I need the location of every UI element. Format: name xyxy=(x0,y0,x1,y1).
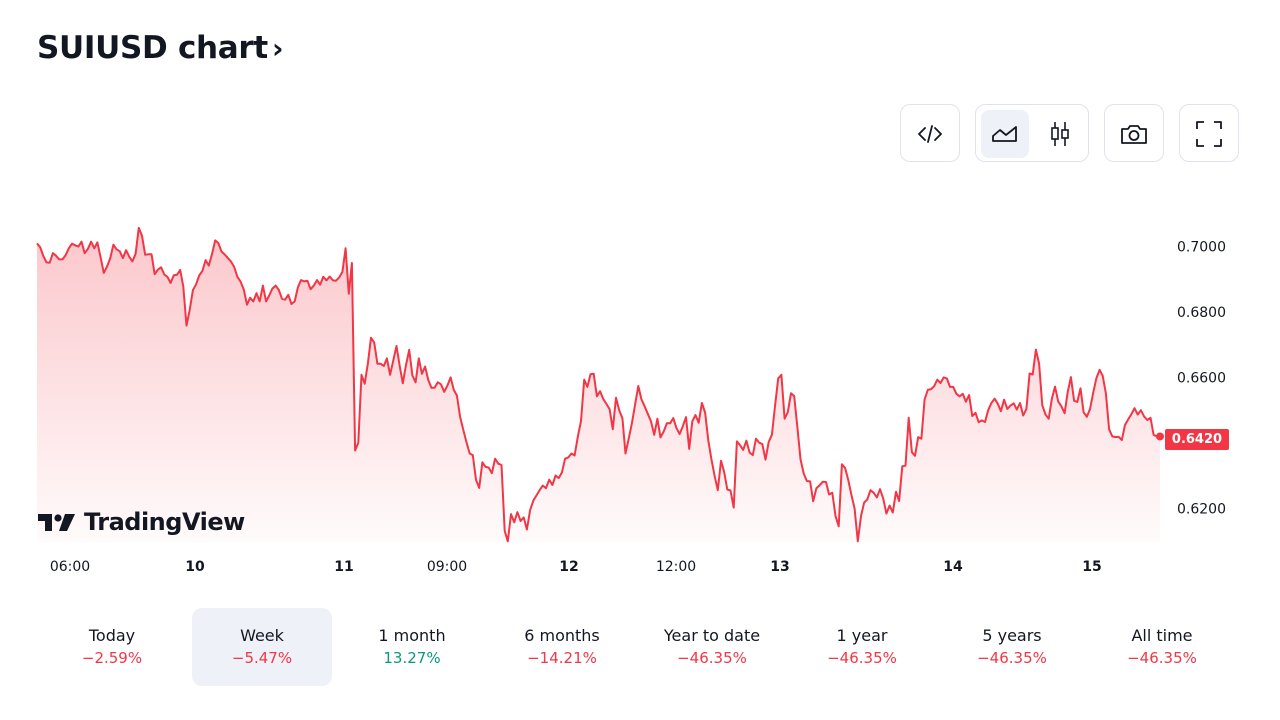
period-change: −5.47% xyxy=(231,649,293,667)
screenshot-button[interactable] xyxy=(1104,104,1164,162)
x-tick-label: 06:00 xyxy=(50,559,90,575)
embed-code-icon xyxy=(906,110,954,158)
x-tick-label: 10 xyxy=(185,559,205,575)
chevron-right-icon: › xyxy=(271,31,284,65)
line-chart-button[interactable] xyxy=(981,110,1029,158)
y-tick-label: 0.7000 xyxy=(1177,239,1226,255)
line-chart-icon xyxy=(992,126,1017,142)
x-tick-label: 14 xyxy=(943,559,963,575)
period-tab-week[interactable]: Week −5.47% xyxy=(192,608,332,686)
period-label: Year to date xyxy=(663,626,761,645)
watermark-text: TradingView xyxy=(84,508,245,536)
x-tick-label: 15 xyxy=(1082,559,1101,575)
period-tab-year-to-date[interactable]: Year to date −46.35% xyxy=(642,608,782,686)
tradingview-logo-icon xyxy=(38,514,75,531)
x-tick-label: 13 xyxy=(770,559,789,575)
last-price-label: 0.6420 xyxy=(1165,429,1229,450)
x-tick-label: 12:00 xyxy=(656,559,696,575)
y-tick-label: 0.6800 xyxy=(1177,305,1226,321)
period-label: 1 year xyxy=(836,626,888,645)
period-label: All time xyxy=(1131,626,1193,645)
period-change: −46.35% xyxy=(1127,649,1197,667)
chart-title-link[interactable]: SUIUSD chart › xyxy=(37,30,283,66)
price-line xyxy=(36,226,1160,543)
chart-svg: 0.7000 0.6800 0.6600 0.6200 06:00 10 11 09:00 1… xyxy=(36,226,1226,575)
period-change: 13.27% xyxy=(383,649,441,667)
embed-button[interactable] xyxy=(900,104,960,162)
candles-icon xyxy=(1051,122,1069,146)
fullscreen-icon xyxy=(1185,110,1233,158)
period-tab-1-month[interactable]: 1 month 13.27% xyxy=(342,608,482,686)
page-title: SUIUSD chart xyxy=(37,30,268,66)
period-label: 1 month xyxy=(378,626,446,645)
period-tab-5-years[interactable]: 5 years −46.35% xyxy=(942,608,1082,686)
tradingview-logo: TradingView xyxy=(38,508,245,536)
x-axis: 06:00 10 11 09:00 12 12:00 13 14 15 xyxy=(50,559,1102,575)
period-tab-6-months[interactable]: 6 months −14.21% xyxy=(492,608,632,686)
period-change: −2.59% xyxy=(81,649,143,667)
period-tab-1-year[interactable]: 1 year −46.35% xyxy=(792,608,932,686)
period-label: 5 years xyxy=(982,626,1042,645)
fullscreen-button[interactable] xyxy=(1179,104,1239,162)
price-chart[interactable]: 0.7000 0.6800 0.6600 0.6200 06:00 10 11 09:00 1… xyxy=(0,170,1280,590)
period-selector: Today −2.59% Week −5.47% 1 month 13.27% 6 mont… xyxy=(37,608,1237,686)
period-label: 6 months xyxy=(524,626,600,645)
y-axis: 0.7000 0.6800 0.6600 0.6200 xyxy=(1177,239,1226,517)
x-tick-label: 11 xyxy=(334,559,353,575)
x-tick-label: 12 xyxy=(559,559,578,575)
y-tick-label: 0.6200 xyxy=(1177,502,1226,518)
candles-button[interactable] xyxy=(1036,110,1084,158)
camera-icon xyxy=(1110,110,1158,158)
x-tick-label: 09:00 xyxy=(427,559,467,575)
period-change: −46.35% xyxy=(827,649,897,667)
last-price-marker xyxy=(1156,432,1164,441)
y-tick-label: 0.6600 xyxy=(1177,370,1226,386)
period-change: −46.35% xyxy=(977,649,1047,667)
period-change: −46.35% xyxy=(677,649,747,667)
price-area-fill xyxy=(37,227,1160,542)
chart-type-group xyxy=(975,104,1089,162)
period-change: −14.21% xyxy=(527,649,597,667)
period-label: Week xyxy=(240,626,284,645)
period-tab-today[interactable]: Today −2.59% xyxy=(42,608,182,686)
period-label: Today xyxy=(88,626,136,645)
period-tab-all-time[interactable]: All time −46.35% xyxy=(1092,608,1232,686)
